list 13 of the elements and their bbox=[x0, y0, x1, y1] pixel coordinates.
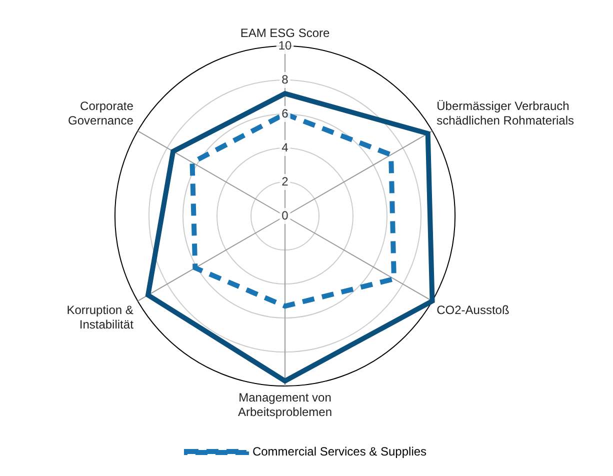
spoke-label: Corporate Governance bbox=[68, 99, 134, 128]
spoke-label: Management von Arbeitsproblemen bbox=[238, 390, 332, 419]
y-tick-label: 2 bbox=[282, 174, 289, 188]
y-tick-label: 8 bbox=[282, 72, 289, 86]
spoke-label: Übermässiger Verbrauch schädlichen Rohmaterials bbox=[436, 99, 574, 128]
y-tick-label: 4 bbox=[282, 140, 289, 154]
y-tick-label: 10 bbox=[278, 38, 292, 52]
legend-label: Commercial Services & Supplies bbox=[252, 444, 427, 458]
spoke-label: CO2-Ausstoß bbox=[436, 303, 510, 318]
y-tick-label: 6 bbox=[282, 106, 289, 120]
spoke-label: Korruption & Instabilität bbox=[66, 303, 134, 332]
spoke-label: EAM ESG Score bbox=[240, 26, 330, 40]
y-tick-label: 0 bbox=[282, 208, 289, 222]
